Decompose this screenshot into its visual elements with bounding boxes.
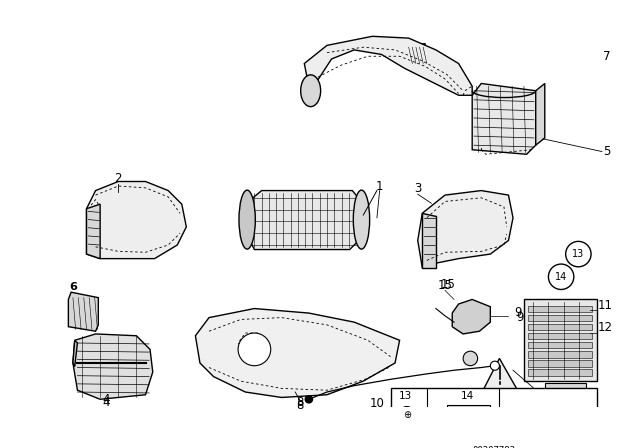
- Polygon shape: [407, 43, 429, 65]
- Polygon shape: [73, 334, 153, 399]
- Text: 17: 17: [539, 396, 554, 409]
- Bar: [524, 299, 596, 381]
- Ellipse shape: [239, 190, 255, 249]
- Text: 00207783: 00207783: [472, 446, 515, 448]
- Text: 1: 1: [376, 180, 383, 193]
- Bar: [529, 306, 592, 312]
- Text: 8: 8: [296, 396, 303, 409]
- Polygon shape: [472, 83, 536, 154]
- Text: 12: 12: [597, 321, 612, 334]
- Bar: [529, 351, 592, 358]
- Text: 14: 14: [461, 391, 474, 401]
- Bar: [447, 405, 490, 432]
- Circle shape: [566, 241, 591, 267]
- Circle shape: [399, 406, 415, 423]
- Text: 16: 16: [486, 393, 500, 406]
- Text: ⊕: ⊕: [403, 410, 411, 420]
- Polygon shape: [86, 204, 100, 258]
- Text: 11: 11: [597, 298, 612, 311]
- Text: 7: 7: [603, 50, 611, 63]
- Bar: [545, 383, 586, 396]
- Polygon shape: [68, 292, 99, 331]
- Polygon shape: [507, 394, 597, 435]
- Circle shape: [490, 361, 499, 370]
- Polygon shape: [452, 299, 490, 334]
- Text: 13: 13: [572, 249, 584, 259]
- Bar: [529, 333, 592, 340]
- Circle shape: [548, 264, 574, 289]
- Text: 9: 9: [516, 311, 524, 324]
- Ellipse shape: [353, 190, 370, 249]
- Bar: [529, 369, 592, 376]
- Text: 9: 9: [514, 306, 522, 319]
- Text: 8: 8: [296, 399, 303, 412]
- Text: 16: 16: [483, 391, 498, 404]
- Circle shape: [460, 409, 477, 427]
- Ellipse shape: [301, 75, 321, 107]
- Text: 3: 3: [414, 182, 421, 195]
- Text: 15: 15: [440, 277, 455, 291]
- Circle shape: [238, 333, 271, 366]
- Polygon shape: [483, 358, 518, 390]
- Polygon shape: [73, 340, 77, 366]
- Text: 14: 14: [555, 272, 567, 282]
- Polygon shape: [195, 309, 399, 397]
- Text: 15: 15: [438, 279, 452, 292]
- Polygon shape: [304, 36, 472, 95]
- Bar: [390, 388, 597, 441]
- Text: 6: 6: [69, 282, 77, 293]
- Text: 2: 2: [115, 172, 122, 185]
- Text: 4: 4: [103, 393, 110, 406]
- Polygon shape: [422, 213, 436, 268]
- Polygon shape: [418, 190, 513, 268]
- Bar: [529, 315, 592, 321]
- Text: 13: 13: [399, 391, 412, 401]
- Polygon shape: [245, 190, 364, 250]
- Text: 5: 5: [603, 145, 610, 158]
- Polygon shape: [86, 181, 186, 258]
- Bar: [529, 360, 592, 366]
- Bar: [529, 324, 592, 330]
- Circle shape: [463, 351, 477, 366]
- Text: 10: 10: [369, 396, 385, 409]
- Bar: [529, 342, 592, 349]
- Text: 4: 4: [103, 396, 110, 409]
- Circle shape: [305, 396, 312, 403]
- Polygon shape: [536, 83, 545, 145]
